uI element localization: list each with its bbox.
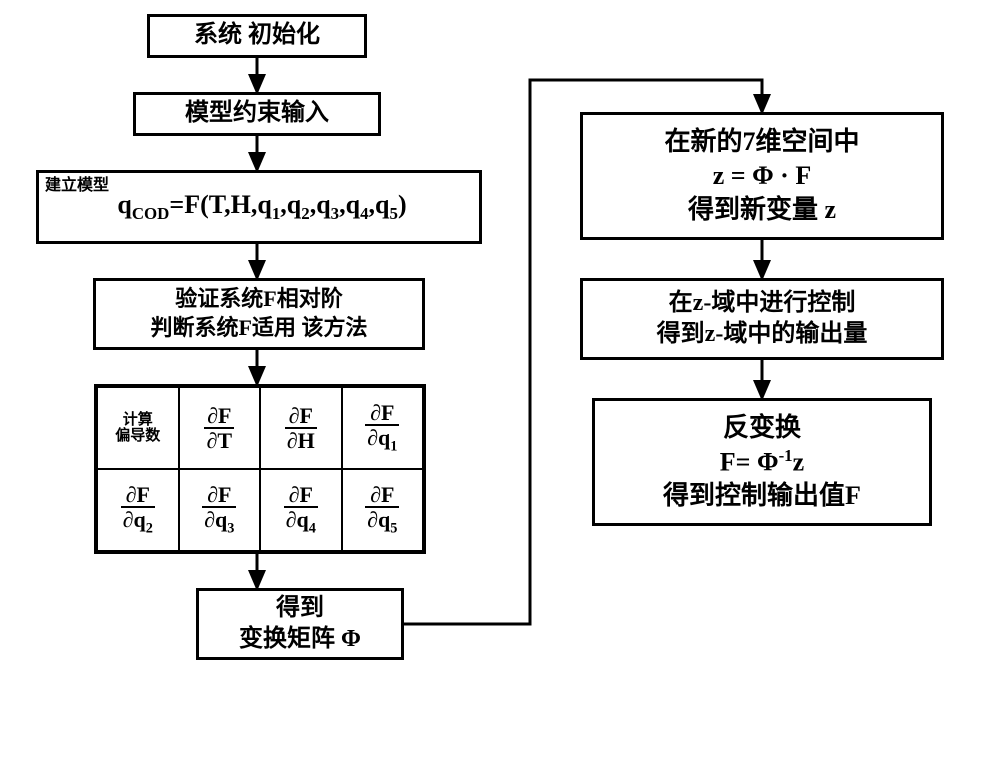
pd-den-q4: ∂q4 (284, 506, 318, 536)
node-init-text: 系统 初始化 (194, 20, 320, 51)
pd-cell-dq1: ∂F∂q1 (342, 387, 424, 469)
node-verify-line2: 判断系统F适用 该方法 (151, 314, 368, 343)
pd-cell-label: 计算 偏导数 (97, 387, 179, 469)
node-init: 系统 初始化 (147, 14, 367, 58)
node-7d-line1: 在新的7维空间中 (664, 125, 859, 159)
node-constraint-text: 模型约束输入 (185, 98, 329, 129)
pd-den-q2: ∂q2 (121, 506, 155, 536)
node-zc-line2: 得到z-域中的输出量 (657, 319, 868, 350)
node-verify-order: 验证系统F相对阶 判断系统F适用 该方法 (93, 278, 425, 350)
node-build-model: 建立模型 qCOD=F(T,H,q1,q2,q3,q4,q5) (36, 170, 482, 244)
pd-cell-dq4: ∂F∂q4 (260, 469, 342, 551)
node-constraint-input: 模型约束输入 (133, 92, 381, 136)
node-build-model-formula: qCOD=F(T,H,q1,q2,q3,q4,q5) (111, 188, 406, 225)
pd-label-2: 偏导数 (115, 428, 160, 445)
node-inverse-transform: 反变换 F= Φ-1z 得到控制输出值F (592, 398, 932, 526)
pd-cell-dH: ∂F∂H (260, 387, 342, 469)
node-zc-line1: 在z-域中进行控制 (669, 288, 856, 319)
pd-den-q3: ∂q3 (202, 506, 236, 536)
node-7d-space: 在新的7维空间中 z = Φ · F 得到新变量 z (580, 112, 944, 240)
node-partial-derivatives: 计算 偏导数 ∂F∂T ∂F∂H ∂F∂q1 ∂F∂q2 ∂F∂q3 ∂F∂q4… (94, 384, 426, 554)
pd-label-1: 计算 (115, 412, 160, 429)
pd-cell-dq3: ∂F∂q3 (179, 469, 261, 551)
node-matrix-line1: 得到 (276, 593, 324, 624)
node-matrix-line2: 变换矩阵 Φ (239, 624, 361, 655)
pd-den-q1: ∂q1 (365, 424, 399, 454)
node-inv-line2: F= Φ-1z (720, 445, 804, 479)
node-inv-line3: 得到控制输出值F (663, 479, 861, 513)
node-verify-line1: 验证系统F相对阶 (175, 285, 342, 314)
pd-cell-dT: ∂F∂T (179, 387, 261, 469)
node-build-model-label: 建立模型 (45, 177, 109, 195)
node-inv-line1: 反变换 (723, 411, 801, 445)
pd-cell-dq2: ∂F∂q2 (97, 469, 179, 551)
node-z-control: 在z-域中进行控制 得到z-域中的输出量 (580, 278, 944, 360)
node-7d-line3: 得到新变量 z (688, 193, 836, 227)
pd-den-q5: ∂q5 (365, 506, 399, 536)
pd-cell-dq5: ∂F∂q5 (342, 469, 424, 551)
node-7d-line2: z = Φ · F (713, 159, 811, 193)
node-transform-matrix: 得到 变换矩阵 Φ (196, 588, 404, 660)
